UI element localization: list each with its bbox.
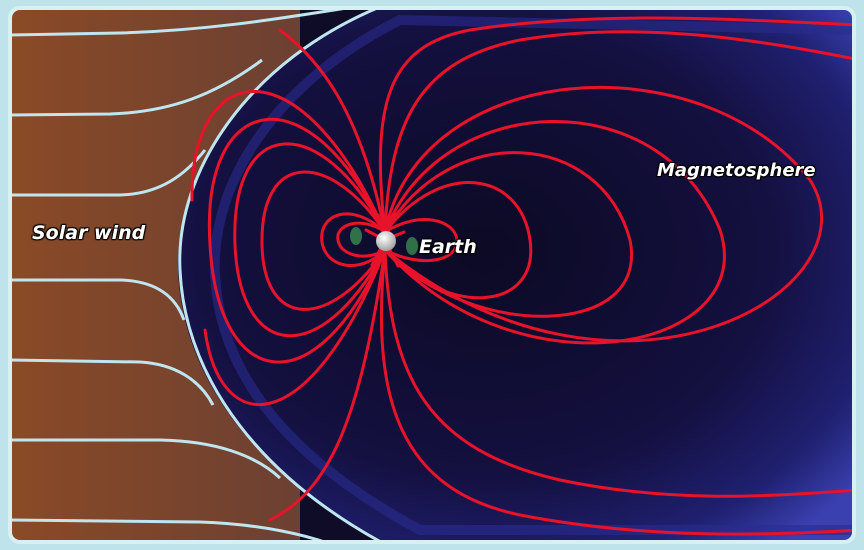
field-line: [383, 120, 726, 345]
aurora-glow: [350, 227, 418, 255]
field-line: [268, 248, 387, 522]
wind-stream: [10, 58, 263, 117]
field-lines: [190, 16, 854, 536]
field-line: [203, 248, 387, 407]
field-line: [233, 142, 387, 338]
field-line: [383, 30, 854, 234]
frame-inner-border: [8, 6, 856, 544]
field-line: [336, 221, 387, 258]
field-line: [260, 170, 387, 311]
wind-stream: [10, 358, 215, 406]
wind-stream: [10, 149, 207, 197]
wind-stream: [10, 438, 282, 480]
field-line: [378, 16, 854, 234]
earth-label: Earth: [419, 236, 477, 258]
field-line: [278, 28, 387, 234]
solar-wind-label: Solar wind: [32, 222, 146, 244]
field-line: [379, 248, 854, 536]
field-line: [383, 218, 459, 263]
earth-globe: [376, 231, 396, 251]
bow-shock-line: [178, 8, 393, 542]
field-line: [207, 117, 387, 364]
field-line: [383, 248, 854, 498]
wind-stream: [10, 518, 341, 542]
field-line-burst: [364, 212, 406, 268]
field-line: [320, 212, 387, 267]
magnetosphere-label: Magnetosphere: [657, 160, 816, 181]
field-line: [190, 90, 387, 234]
magnetosphere-region: [177, 8, 854, 542]
field-line: [383, 86, 824, 343]
field-line: [383, 151, 634, 318]
wind-stream: [10, 278, 186, 321]
